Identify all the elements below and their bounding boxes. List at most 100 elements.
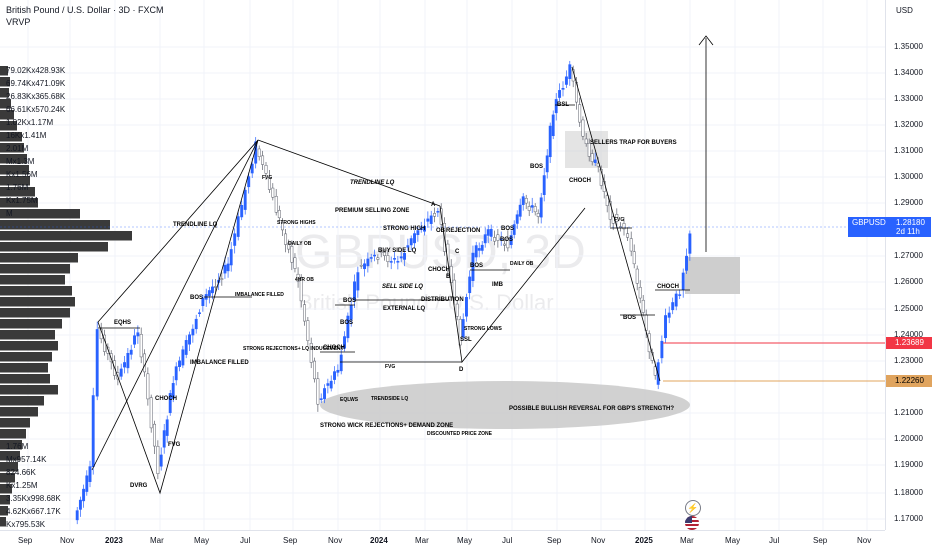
lightning-icon[interactable]: ⚡: [685, 500, 701, 516]
annotation: BUY SIDE LQ: [378, 248, 417, 254]
time-tick: Sep: [547, 536, 562, 545]
candle: [236, 216, 240, 237]
volume-profile-bar: [0, 330, 55, 340]
volume-profile-label: Kx1.56M: [6, 170, 38, 179]
volume-profile-bar: [0, 187, 35, 197]
candle: [393, 258, 396, 260]
candle: [188, 334, 191, 345]
candle: [551, 114, 555, 137]
candle: [413, 233, 416, 244]
volume-profile-bar: [0, 407, 38, 417]
annotation: BOS: [500, 237, 514, 243]
time-tick: May: [194, 536, 210, 545]
time-tick: Sep: [813, 536, 828, 545]
candle: [274, 196, 278, 213]
price-tick: 1.21000: [894, 408, 923, 417]
volume-profile-label: 824.66K: [6, 468, 36, 477]
candle: [198, 312, 201, 314]
volume-profile-bar: [0, 231, 132, 241]
candle: [363, 263, 366, 270]
candle: [306, 320, 310, 341]
annotation: BOS: [190, 295, 204, 301]
volume-profile-label: 66.61Kx570.24K: [6, 105, 66, 114]
volume-profile-bar: [0, 297, 75, 307]
annotation: CHOCH: [657, 284, 679, 290]
candle: [133, 335, 136, 345]
candle: [590, 153, 594, 162]
candle: [250, 163, 254, 174]
chart-area[interactable]: GBPUSD, 3D British Pound / U.S. Dollar: [0, 0, 885, 530]
candle: [146, 373, 150, 400]
volume-profile-bar: [0, 198, 38, 208]
candle: [503, 243, 506, 246]
annotation: SSL: [460, 337, 472, 343]
orange-level-label[interactable]: 1.22260: [886, 375, 932, 387]
candle: [119, 368, 123, 377]
candle: [477, 248, 481, 251]
candle: [615, 213, 619, 222]
price-tick: 1.18000: [894, 488, 923, 497]
candle: [257, 148, 261, 157]
candle: [486, 229, 490, 236]
volume-profile-bar: [0, 88, 9, 98]
candle: [416, 230, 420, 236]
candle: [558, 90, 562, 98]
annotation: EQLWS: [340, 397, 359, 403]
symbol-title[interactable]: British Pound / U.S. Dollar · 3D · FXCM: [6, 5, 164, 15]
candle: [296, 273, 300, 282]
volume-profile-label: Kx795.53K: [6, 520, 46, 529]
candle: [406, 245, 410, 248]
price-tick: 1.33000: [894, 94, 923, 103]
time-tick: Nov: [591, 536, 606, 545]
candle: [465, 296, 468, 317]
price-chart[interactable]: [0, 0, 885, 530]
volume-profile-bar: [0, 275, 65, 285]
candle: [303, 304, 306, 322]
time-tick: Jul: [769, 536, 780, 545]
currency-label[interactable]: USD: [896, 6, 913, 15]
volume-profile-bar: [0, 506, 8, 516]
volume-profile-bar: [0, 176, 30, 186]
time-axis[interactable]: Sep Nov 2023 Mar May Jul Sep Nov 2024 Mar May Jul Se…: [0, 530, 885, 551]
indicator-name[interactable]: VRVP: [6, 17, 31, 27]
watermark-description: British Pound / U.S. Dollar: [298, 290, 554, 315]
price-tick: 1.20000: [894, 434, 923, 443]
candle: [426, 218, 430, 222]
annotation: REJECTION: [446, 228, 481, 234]
candle: [136, 332, 140, 337]
candle: [323, 388, 326, 400]
current-price-label[interactable]: GBPUSD 1.28180 2d 11h: [848, 217, 931, 237]
volume-profile-bar: [0, 484, 12, 494]
candles: [75, 60, 692, 525]
annotation: DISTRIBUTION: [421, 297, 464, 303]
price-tick: 1.17000: [894, 514, 923, 523]
red-level-label[interactable]: 1.23689: [886, 337, 932, 349]
volume-profile-bar: [0, 429, 26, 439]
annotation: BOS: [530, 164, 544, 170]
volume-profile-bar: [0, 440, 22, 450]
candle: [584, 138, 588, 144]
candle: [95, 329, 99, 397]
annotation: DAILY OB: [510, 261, 534, 267]
candle: [433, 213, 436, 217]
volume-profile-label: 2.01M: [6, 144, 29, 153]
price-axis[interactable]: USD 1.35000 1.34000 1.33000 1.32000 1.31000 1…: [848, 0, 932, 530]
candle: [524, 198, 528, 204]
volume-profile-bar: [0, 341, 58, 351]
candle: [226, 263, 230, 272]
annotation: SELL SIDE LQ: [382, 284, 423, 290]
volume-profile-label: Kx1.25M: [6, 481, 38, 490]
candle: [153, 423, 156, 447]
annotation: STRONG LOWS: [464, 326, 502, 332]
candle: [229, 249, 233, 266]
candle: [638, 286, 642, 299]
volume-profile-bar: [0, 253, 78, 263]
candle: [329, 380, 333, 389]
candle: [277, 210, 281, 219]
volume-profile-bar: [0, 121, 17, 131]
annotation: STRONG HIGHS: [277, 220, 316, 226]
candle: [184, 340, 188, 355]
candle: [587, 143, 591, 157]
candle: [626, 233, 630, 238]
us-flag-icon[interactable]: [685, 516, 699, 530]
